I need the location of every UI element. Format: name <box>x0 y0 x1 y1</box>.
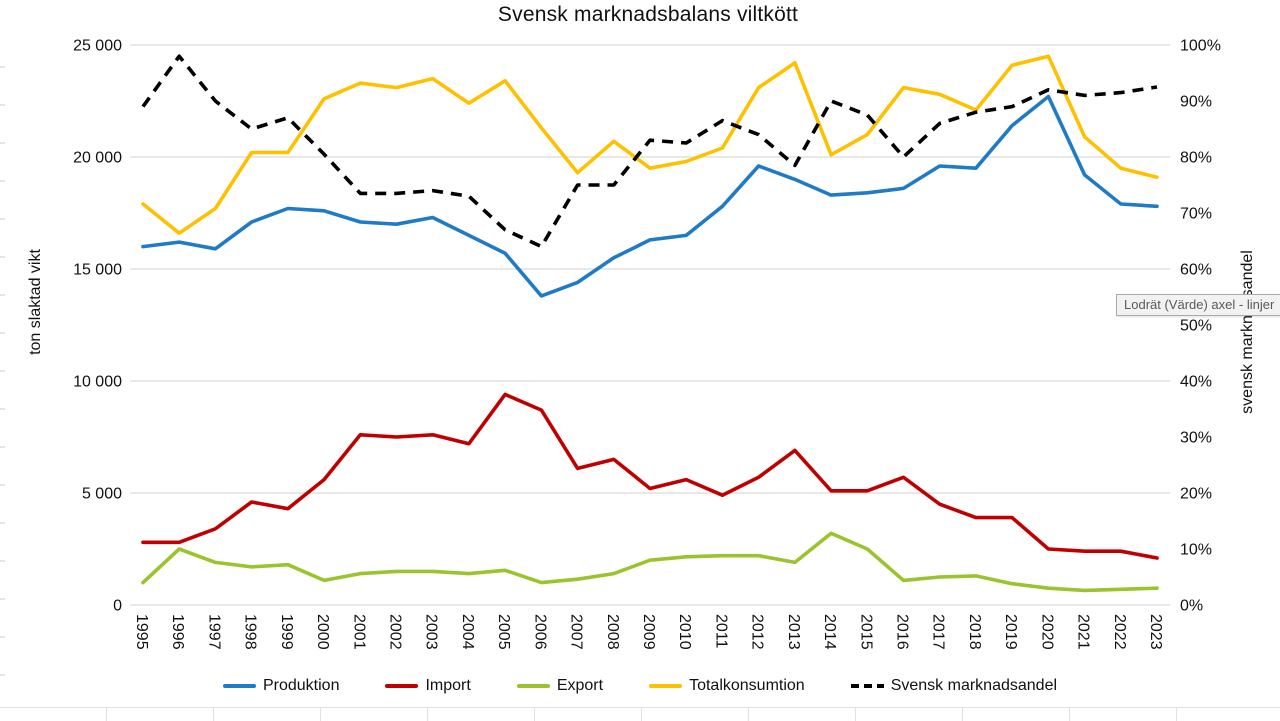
svg-text:1995: 1995 <box>133 614 150 650</box>
svg-text:2021: 2021 <box>1075 614 1092 650</box>
y-axis-left-labels[interactable]: 0 5 000 10 000 15 000 20 000 25 000 <box>73 38 122 615</box>
x-axis-labels[interactable]: 1995 1996 1997 1998 1999 2000 2001 2002 2003 2004… <box>133 614 1164 650</box>
svg-text:1996: 1996 <box>169 614 186 650</box>
svg-text:2011: 2011 <box>712 614 729 649</box>
svg-text:70%: 70% <box>1180 206 1212 223</box>
legend-item-svensk-marknadsandel[interactable]: Svensk marknadsandel <box>850 677 1058 695</box>
svg-text:20 000: 20 000 <box>73 150 122 167</box>
legend-item-produktion[interactable]: Produktion <box>222 677 340 695</box>
svensk-marknadsandel-swatch <box>850 684 884 688</box>
legend-label: Svensk marknadsandel <box>890 677 1058 694</box>
svg-text:2000: 2000 <box>314 614 331 650</box>
svg-text:1998: 1998 <box>242 614 259 650</box>
svg-text:50%: 50% <box>1180 318 1212 335</box>
svg-text:5 000: 5 000 <box>82 486 122 503</box>
svg-text:2008: 2008 <box>604 614 621 650</box>
svg-text:2020: 2020 <box>1038 614 1055 650</box>
svg-text:2018: 2018 <box>966 614 983 650</box>
series-line-import[interactable] <box>141 392 1159 560</box>
svg-text:2001: 2001 <box>350 614 367 650</box>
legend-label: Produktion <box>262 677 340 694</box>
svg-text:2007: 2007 <box>568 614 585 650</box>
svg-text:2016: 2016 <box>894 614 911 650</box>
svg-text:60%: 60% <box>1180 262 1212 279</box>
svg-text:2010: 2010 <box>676 614 693 650</box>
svg-text:2015: 2015 <box>857 614 874 650</box>
svg-text:2019: 2019 <box>1002 614 1019 650</box>
legend-label: Import <box>425 677 471 694</box>
series-line-produktion[interactable] <box>141 94 1159 298</box>
svg-text:2014: 2014 <box>821 614 838 650</box>
totalkonsumtion-swatch <box>649 684 683 688</box>
axis-tooltip: Lodrät (Värde) axel - linjer <box>1116 294 1280 316</box>
legend-label: Export <box>556 677 604 694</box>
series-line-totalkonsumtion[interactable] <box>141 54 1159 235</box>
svg-text:1997: 1997 <box>205 614 222 650</box>
chart-legend[interactable]: Produktion Import Export Totalkonsumtion Sve… <box>0 677 1280 695</box>
export-swatch <box>516 684 550 688</box>
svg-text:2004: 2004 <box>459 614 476 650</box>
series-line-svensk-marknadsandel[interactable] <box>141 54 1158 249</box>
svg-text:2002: 2002 <box>387 614 404 650</box>
series-line-export[interactable] <box>141 531 1159 593</box>
legend-item-import[interactable]: Import <box>385 677 471 695</box>
svg-text:2005: 2005 <box>495 614 512 650</box>
svg-text:2012: 2012 <box>749 614 766 650</box>
svg-text:90%: 90% <box>1180 94 1212 111</box>
worksheet-cell-gridlines <box>0 707 1280 721</box>
svg-text:10 000: 10 000 <box>73 374 122 391</box>
svg-text:0: 0 <box>113 598 122 615</box>
legend-item-export[interactable]: Export <box>516 677 604 695</box>
svg-text:30%: 30% <box>1180 430 1212 447</box>
svg-text:10%: 10% <box>1180 542 1212 559</box>
svg-text:100%: 100% <box>1180 38 1221 55</box>
import-swatch <box>385 684 419 688</box>
svg-text:2017: 2017 <box>930 614 947 650</box>
svg-text:80%: 80% <box>1180 150 1212 167</box>
svg-text:25 000: 25 000 <box>73 38 122 55</box>
svg-text:15 000: 15 000 <box>73 262 122 279</box>
svg-text:2006: 2006 <box>531 614 548 650</box>
svg-text:2013: 2013 <box>785 614 802 650</box>
y-axis-right-labels[interactable]: 0% 10% 20% 30% 40% 50% 60% 70% 80% 90% 100% <box>1180 38 1221 615</box>
chart-title[interactable]: Svensk marknadsbalans viltkött <box>497 3 799 26</box>
svg-text:2009: 2009 <box>640 614 657 650</box>
svg-text:40%: 40% <box>1180 374 1212 391</box>
legend-label: Totalkonsumtion <box>689 677 805 694</box>
svg-text:2022: 2022 <box>1111 614 1128 650</box>
legend-item-totalkonsumtion[interactable]: Totalkonsumtion <box>649 677 805 695</box>
svg-text:20%: 20% <box>1180 486 1212 503</box>
worksheet-row-gridlines <box>0 30 5 680</box>
produktion-swatch <box>222 684 256 688</box>
gridlines <box>130 44 1170 606</box>
svg-text:2003: 2003 <box>423 614 440 650</box>
svg-text:2023: 2023 <box>1147 614 1164 650</box>
svg-text:0%: 0% <box>1180 598 1203 615</box>
svg-text:1999: 1999 <box>278 614 295 650</box>
